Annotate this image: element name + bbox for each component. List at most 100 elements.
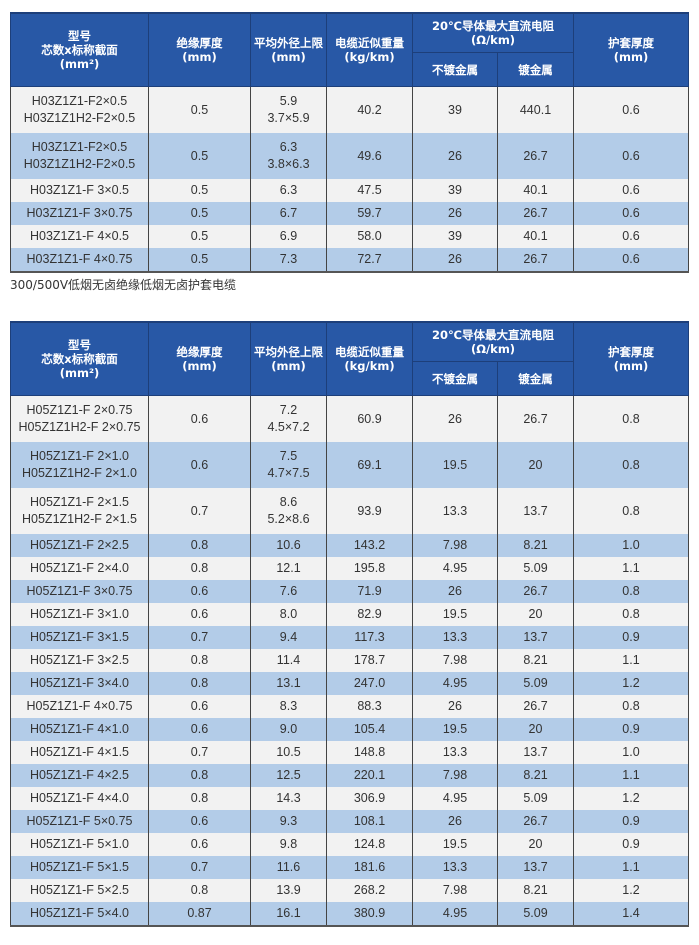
cell-model: H05Z1Z1-F 2×2.5 [10,534,149,557]
cell-weight: 49.6 [326,133,413,179]
col-weight: 电缆近似重量 (kg/km) [326,12,413,87]
header-line: (mm²) [59,57,100,71]
cell-sheath: 1.0 [573,534,689,557]
cell-resistance-plated: 26.7 [497,202,574,225]
diameter-line: 16.1 [276,906,301,920]
cell-model: H05Z1Z1-F 4×4.0 [10,787,149,810]
cell-resistance-plated: 20 [497,603,574,626]
cell-weight: 195.8 [326,557,413,580]
cell-weight: 59.7 [326,202,413,225]
cell-insulation: 0.8 [148,649,251,672]
model-line: H05Z1Z1-F 5×4.0 [29,906,129,920]
cell-sheath: 1.1 [573,764,689,787]
cell-diameter: 7.6 [250,580,327,603]
col-plain: 不镀金属 [412,52,498,87]
table-row: H05Z1Z1-F 4×2.5 0.8 12.5 220.1 7.98 8.21… [10,764,689,787]
header-line: 芯数x标称截面 [41,352,118,366]
cell-weight: 143.2 [326,534,413,557]
model-line: H05Z1Z1-F 2×1.5 [29,495,129,509]
cell-weight: 220.1 [326,764,413,787]
cell-sheath: 1.4 [573,902,689,926]
table-row: H05Z1Z1-F 5×2.5 0.8 13.9 268.2 7.98 8.21… [10,879,689,902]
cell-sheath: 0.8 [573,395,689,442]
cell-resistance-plain: 26 [412,395,498,442]
cell-insulation: 0.7 [148,856,251,879]
diameter-line: 12.5 [276,768,301,782]
header-line: (mm) [613,359,649,373]
cell-diameter: 8.3 [250,695,327,718]
cell-resistance-plain: 39 [412,86,498,133]
cell-insulation: 0.87 [148,902,251,926]
cell-resistance-plated: 5.09 [497,902,574,926]
cell-insulation: 0.5 [148,86,251,133]
table-row: H05Z1Z1-F 5×4.0 0.87 16.1 380.9 4.95 5.0… [10,902,689,926]
cell-weight: 108.1 [326,810,413,833]
diameter-line: 5.2×8.6 [267,512,310,526]
cell-resistance-plated: 8.21 [497,649,574,672]
cell-insulation: 0.6 [148,580,251,603]
cell-diameter: 7.3 [250,248,327,272]
diameter-line: 9.3 [279,814,298,828]
table-row: H03Z1Z1-F 4×0.75 0.5 7.3 72.7 26 26.7 0.… [10,248,689,272]
header-line: (kg/km) [344,50,395,64]
cell-resistance-plain: 13.3 [412,856,498,879]
diameter-line: 7.6 [279,584,298,598]
model-line: H05Z1Z1-F 5×1.5 [29,860,129,874]
cell-insulation: 0.5 [148,179,251,202]
cell-model: H05Z1Z1-F 3×4.0 [10,672,149,695]
diameter-line: 9.0 [279,722,298,736]
cell-insulation: 0.5 [148,133,251,179]
cell-model: H05Z1Z1-F 5×4.0 [10,902,149,926]
cell-diameter: 6.3 3.8×6.3 [250,133,327,179]
cell-weight: 247.0 [326,672,413,695]
model-line: H05Z1Z1-F 2×2.5 [29,538,129,552]
cell-insulation: 0.8 [148,557,251,580]
cell-resistance-plain: 4.95 [412,557,498,580]
cell-weight: 40.2 [326,86,413,133]
header-line: 平均外径上限 [254,36,323,50]
col-plated: 镀金属 [497,52,574,87]
cell-insulation: 0.6 [148,810,251,833]
diameter-line: 10.6 [276,538,301,552]
diameter-line: 13.9 [276,883,301,897]
cell-weight: 69.1 [326,442,413,488]
table-row: H05Z1Z1-F 3×1.5 0.7 9.4 117.3 13.3 13.7 … [10,626,689,649]
cell-weight: 93.9 [326,488,413,534]
model-line: H05Z1Z1-F 3×2.5 [29,653,129,667]
diameter-line: 11.6 [276,860,301,874]
cell-diameter: 8.0 [250,603,327,626]
col-insulation: 绝缘厚度 (mm) [148,321,251,396]
cell-insulation: 0.6 [148,718,251,741]
header-line: (Ω/km) [470,33,516,47]
cell-resistance-plain: 19.5 [412,718,498,741]
cell-insulation: 0.8 [148,672,251,695]
col-model: 型号 芯数x标称截面 (mm²) [10,12,149,87]
diameter-line: 6.9 [279,229,298,243]
table-row: H05Z1Z1-F 3×1.0 0.6 8.0 82.9 19.5 20 0.8 [10,603,689,626]
cell-sheath: 0.9 [573,626,689,649]
cell-model: H03Z1Z1-F2×0.5 H03Z1Z1H2-F2×0.5 [10,133,149,179]
header-line: (mm) [271,50,306,64]
table-header: 型号 芯数x标称截面 (mm²) 绝缘厚度 (mm) 平均外径上限 (mm) 电缆近似重… [10,321,689,396]
cell-sheath: 0.6 [573,179,689,202]
cell-resistance-plated: 20 [497,718,574,741]
table-row: H05Z1Z1-F 2×4.0 0.8 12.1 195.8 4.95 5.09… [10,557,689,580]
cell-resistance-plated: 26.7 [497,810,574,833]
cell-resistance-plated: 13.7 [497,488,574,534]
cell-weight: 380.9 [326,902,413,926]
cell-weight: 124.8 [326,833,413,856]
cell-resistance-plated: 8.21 [497,764,574,787]
cell-model: H05Z1Z1-F 5×0.75 [10,810,149,833]
cell-resistance-plain: 26 [412,133,498,179]
table-row: H05Z1Z1-F 4×0.75 0.6 8.3 88.3 26 26.7 0.… [10,695,689,718]
table-row: H05Z1Z1-F 2×0.75 H05Z1Z1H2-F 2×0.75 0.6 7… [10,395,689,442]
table-body: H03Z1Z1-F2×0.5 H03Z1Z1H2-F2×0.5 0.5 5.9 3.… [10,86,689,272]
cell-resistance-plated: 13.7 [497,741,574,764]
cell-weight: 268.2 [326,879,413,902]
cell-diameter: 12.5 [250,764,327,787]
cell-sheath: 0.6 [573,202,689,225]
cell-resistance-plain: 26 [412,248,498,272]
diameter-line: 3.7×5.9 [267,111,310,125]
model-line: H03Z1Z1H2-F2×0.5 [23,111,136,125]
cell-model: H03Z1Z1-F 4×0.75 [10,248,149,272]
